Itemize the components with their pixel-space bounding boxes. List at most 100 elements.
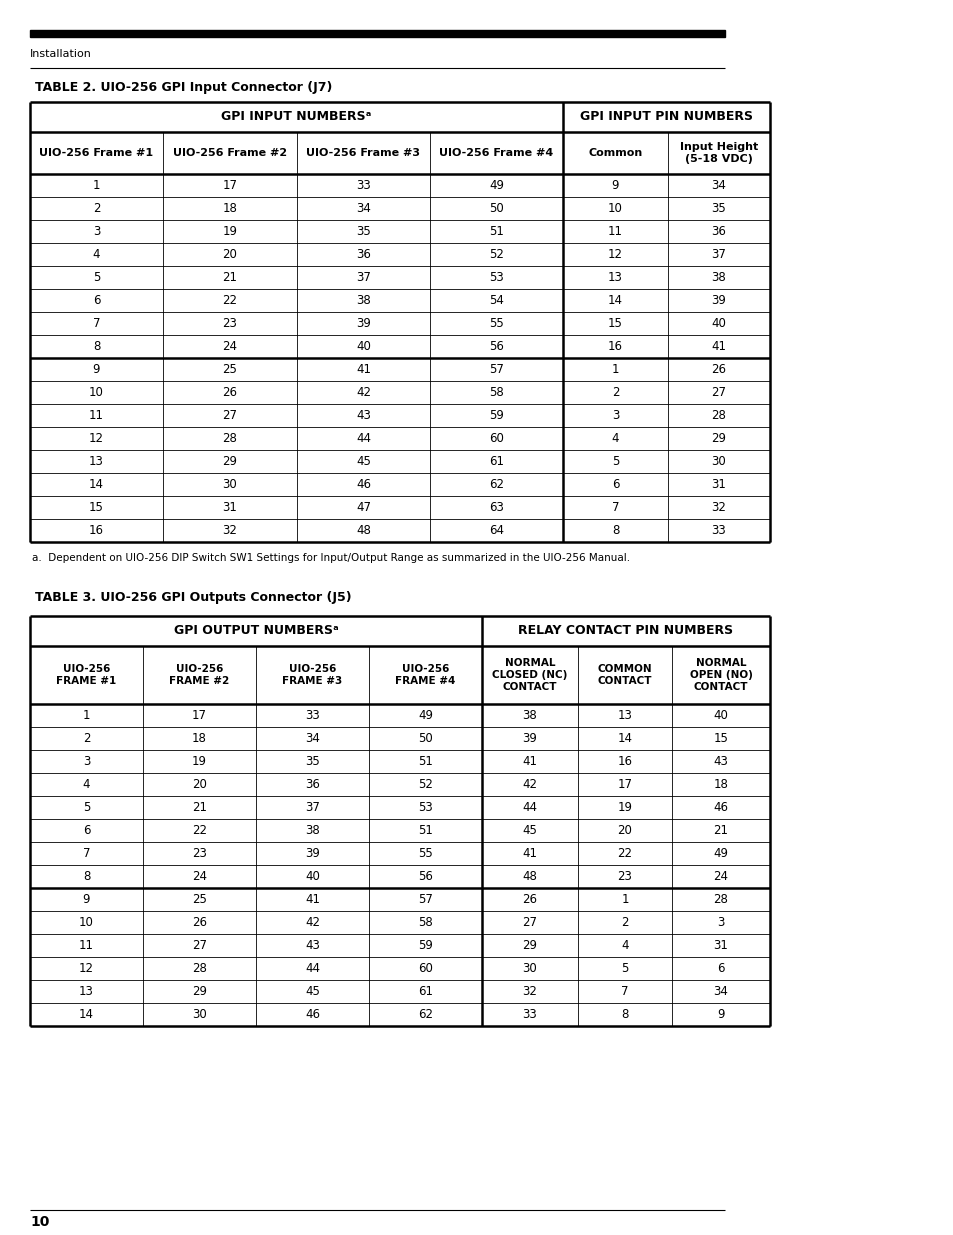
Text: 36: 36 [355,248,371,261]
Text: 6: 6 [92,294,100,308]
Text: 38: 38 [305,824,319,837]
Text: 3: 3 [92,225,100,238]
Text: 23: 23 [222,317,237,330]
Text: 35: 35 [355,225,371,238]
Text: RELAY CONTACT PIN NUMBERS: RELAY CONTACT PIN NUMBERS [517,625,733,637]
Text: 14: 14 [89,478,104,492]
Text: a.  Dependent on UIO-256 DIP Switch SW1 Settings for Input/Output Range as summa: a. Dependent on UIO-256 DIP Switch SW1 S… [32,553,630,563]
Text: 15: 15 [89,501,104,514]
Text: 27: 27 [522,916,537,929]
Text: 51: 51 [417,824,433,837]
Text: 20: 20 [192,778,207,790]
Text: 11: 11 [607,225,622,238]
Text: 46: 46 [355,478,371,492]
Text: UIO-256 Frame #3: UIO-256 Frame #3 [306,148,420,158]
Text: 5: 5 [620,962,628,974]
Text: 32: 32 [711,501,725,514]
Text: 38: 38 [522,709,537,722]
Text: 64: 64 [489,524,503,537]
Text: TABLE 2. UIO-256 GPI Input Connector (J7): TABLE 2. UIO-256 GPI Input Connector (J7… [35,80,332,94]
Text: 16: 16 [617,755,632,768]
Text: 33: 33 [522,1008,537,1021]
Text: 2: 2 [92,203,100,215]
Text: 9: 9 [92,363,100,375]
Text: 53: 53 [417,802,433,814]
Text: 4: 4 [611,432,618,445]
Text: 56: 56 [417,869,433,883]
Text: 39: 39 [522,732,537,745]
Text: UIO-256
FRAME #1: UIO-256 FRAME #1 [56,663,116,687]
Text: 42: 42 [355,387,371,399]
Text: 9: 9 [717,1008,724,1021]
Text: 42: 42 [522,778,537,790]
Text: UIO-256 Frame #1: UIO-256 Frame #1 [39,148,153,158]
Text: 14: 14 [617,732,632,745]
Text: 57: 57 [417,893,433,906]
Text: 50: 50 [417,732,433,745]
Text: 21: 21 [222,270,237,284]
Text: 29: 29 [222,454,237,468]
Text: 10: 10 [89,387,104,399]
Text: 40: 40 [713,709,728,722]
Text: 17: 17 [192,709,207,722]
Text: 14: 14 [79,1008,94,1021]
Text: 34: 34 [713,986,728,998]
Text: 53: 53 [489,270,503,284]
Text: 59: 59 [489,409,503,422]
Text: 11: 11 [79,939,94,952]
Text: 32: 32 [222,524,237,537]
Text: 25: 25 [222,363,237,375]
Text: 26: 26 [192,916,207,929]
Text: 13: 13 [617,709,632,722]
Text: 38: 38 [711,270,725,284]
Text: 17: 17 [222,179,237,191]
Text: 50: 50 [489,203,503,215]
Text: 51: 51 [417,755,433,768]
Text: 13: 13 [607,270,622,284]
Text: 10: 10 [607,203,622,215]
Text: 15: 15 [607,317,622,330]
Text: 12: 12 [607,248,622,261]
Text: 57: 57 [489,363,503,375]
Text: Input Height
(5-18 VDC): Input Height (5-18 VDC) [679,142,758,164]
Text: 59: 59 [417,939,433,952]
Text: Installation: Installation [30,49,91,59]
Text: 49: 49 [489,179,503,191]
Text: 22: 22 [222,294,237,308]
Text: 18: 18 [222,203,237,215]
Text: 14: 14 [607,294,622,308]
Bar [30,30,724,37]
Text: 29: 29 [192,986,207,998]
Text: 39: 39 [355,317,371,330]
Text: 28: 28 [222,432,237,445]
Text: 12: 12 [79,962,94,974]
Text: 43: 43 [355,409,371,422]
Text: 41: 41 [711,340,726,353]
Text: 63: 63 [489,501,503,514]
Text: 6: 6 [611,478,618,492]
Text: 51: 51 [489,225,503,238]
Text: 36: 36 [711,225,725,238]
Text: 20: 20 [617,824,632,837]
Text: 4: 4 [92,248,100,261]
Text: 21: 21 [192,802,207,814]
Text: 44: 44 [522,802,537,814]
Text: 5: 5 [83,802,91,814]
Text: 9: 9 [83,893,91,906]
Text: 61: 61 [417,986,433,998]
Text: 17: 17 [617,778,632,790]
Text: 8: 8 [620,1008,628,1021]
Text: 8: 8 [92,340,100,353]
Text: 33: 33 [355,179,371,191]
Text: 54: 54 [489,294,503,308]
Text: 43: 43 [305,939,319,952]
Text: GPI INPUT NUMBERSᵃ: GPI INPUT NUMBERSᵃ [221,110,372,124]
Text: 35: 35 [305,755,319,768]
Text: 60: 60 [489,432,503,445]
Text: 19: 19 [617,802,632,814]
Text: 22: 22 [617,847,632,860]
Text: 27: 27 [192,939,207,952]
Text: 19: 19 [222,225,237,238]
Text: 3: 3 [717,916,724,929]
Text: 7: 7 [92,317,100,330]
